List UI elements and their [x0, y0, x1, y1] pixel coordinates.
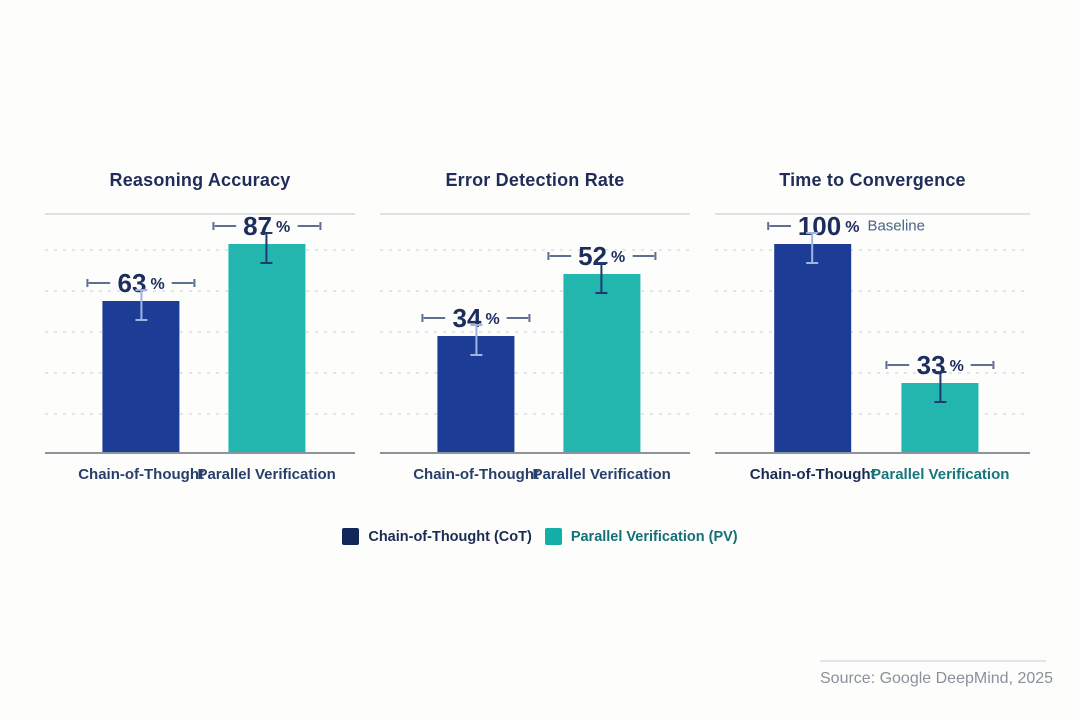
- chart-title: Time to Convergence: [779, 170, 966, 190]
- source-divider: [820, 660, 1046, 662]
- gridline: [715, 249, 1030, 251]
- plot-area: 34 % 52 %: [380, 213, 690, 454]
- bar-chart: Error Detection Rate 34 % 52 % Chain-of-…: [380, 168, 690, 488]
- plot-area: 100 % Baseline 33 %: [715, 211, 1030, 454]
- bar-chart: Time to Convergence 100 % Baseline 33 % …: [715, 168, 1030, 488]
- x-axis-labels: Chain-of-Thought Parallel Verification: [380, 464, 690, 488]
- legend: Chain-of-Thought (CoT) Parallel Verifica…: [0, 528, 1080, 545]
- x-axis-line: [715, 452, 1030, 454]
- x-axis-label: Chain-of-Thought: [78, 466, 204, 483]
- chart-title: Reasoning Accuracy: [109, 170, 291, 190]
- value-dash-left-icon: [86, 278, 114, 288]
- legend-item: Parallel Verification (PV): [544, 528, 738, 545]
- x-axis-label: Chain-of-Thought: [749, 466, 876, 483]
- bar: [228, 232, 306, 452]
- bar: [102, 289, 180, 452]
- bar-value-suffix: %: [485, 311, 500, 328]
- plot-top-border: [45, 213, 355, 215]
- source-text: Source: Google DeepMind, 2025: [820, 670, 1054, 687]
- bar: [774, 232, 852, 452]
- value-dash-left-icon: [211, 221, 239, 231]
- value-dash-right-icon: [169, 278, 197, 288]
- error-bar: [134, 289, 148, 321]
- bar-value-suffix: %: [275, 219, 291, 236]
- value-dash-left-icon: [766, 221, 794, 231]
- bar-slot: 52 %: [546, 242, 657, 452]
- gridline: [715, 331, 1030, 333]
- bar: [901, 371, 979, 452]
- plot-area: 63 % 87 %: [45, 212, 355, 454]
- x-axis-label: Parallel Verification: [871, 466, 1010, 483]
- gridline: [45, 372, 355, 374]
- bar-slot: 63 %: [86, 269, 197, 452]
- error-bar: [933, 371, 947, 403]
- error-bar: [806, 232, 820, 264]
- bar-value-suffix: %: [845, 219, 860, 236]
- value-dash-right-icon: [968, 360, 996, 370]
- x-axis-labels: Chain-of-Thought Parallel Verification: [715, 464, 1030, 488]
- bar: [563, 262, 641, 452]
- value-dash-left-icon: [546, 251, 574, 261]
- x-axis-line: [380, 452, 690, 454]
- value-dash-left-icon: [421, 313, 449, 323]
- bar-value: 100: [797, 211, 842, 241]
- bar-slot: 34 %: [421, 304, 532, 452]
- bar-value-suffix: %: [610, 249, 626, 266]
- legend-label: Chain-of-Thought (CoT): [368, 528, 532, 545]
- gridline: [715, 413, 1030, 415]
- value-dash-right-icon: [504, 313, 532, 323]
- value-dash-right-icon: [629, 251, 657, 261]
- plot-top-border: [380, 213, 690, 215]
- value-dash-left-icon: [885, 360, 913, 370]
- bar-value-label: 100 % Baseline: [766, 211, 925, 241]
- bar-slot: 87 %: [211, 212, 322, 452]
- gridline: [380, 413, 690, 415]
- gridline: [715, 290, 1030, 292]
- bar-value-suffix: %: [949, 358, 964, 375]
- source-block: Source: Google DeepMind, 2025: [820, 660, 1054, 689]
- x-axis-label: Parallel Verification: [197, 466, 336, 483]
- baseline-annotation: Baseline: [867, 217, 925, 235]
- error-bar: [260, 232, 274, 264]
- gridline: [45, 290, 355, 292]
- x-axis-label: Parallel Verification: [532, 466, 671, 483]
- bar: [437, 324, 515, 452]
- error-bar: [469, 324, 483, 356]
- bar-value-suffix: %: [150, 276, 165, 293]
- x-axis-label: Chain-of-Thought: [413, 466, 539, 483]
- bar-slot: 33 %: [885, 351, 996, 452]
- bar-value-label: 63 %: [86, 269, 197, 297]
- gridline: [45, 413, 355, 415]
- gridline: [380, 249, 690, 251]
- legend-label: Parallel Verification (PV): [570, 528, 738, 545]
- plot-top-border: [715, 213, 1030, 215]
- chart-title: Error Detection Rate: [445, 170, 625, 190]
- legend-item: Chain-of-Thought (CoT): [342, 528, 532, 545]
- bar-chart: Reasoning Accuracy 63 % 87 % Chain-of-Th…: [45, 168, 355, 488]
- legend-swatch: [544, 528, 562, 545]
- x-axis-labels: Chain-of-Thought Parallel Verification: [45, 464, 355, 488]
- gridline: [380, 372, 690, 374]
- bar-slot: 100 % Baseline: [766, 211, 925, 452]
- gridline: [715, 372, 1030, 374]
- value-dash-right-icon: [294, 221, 322, 231]
- x-axis-line: [45, 452, 355, 454]
- gridline: [45, 249, 355, 251]
- gridline: [45, 331, 355, 333]
- legend-swatch: [342, 528, 360, 545]
- gridline: [380, 290, 690, 292]
- error-bar: [595, 262, 609, 294]
- gridline: [380, 331, 690, 333]
